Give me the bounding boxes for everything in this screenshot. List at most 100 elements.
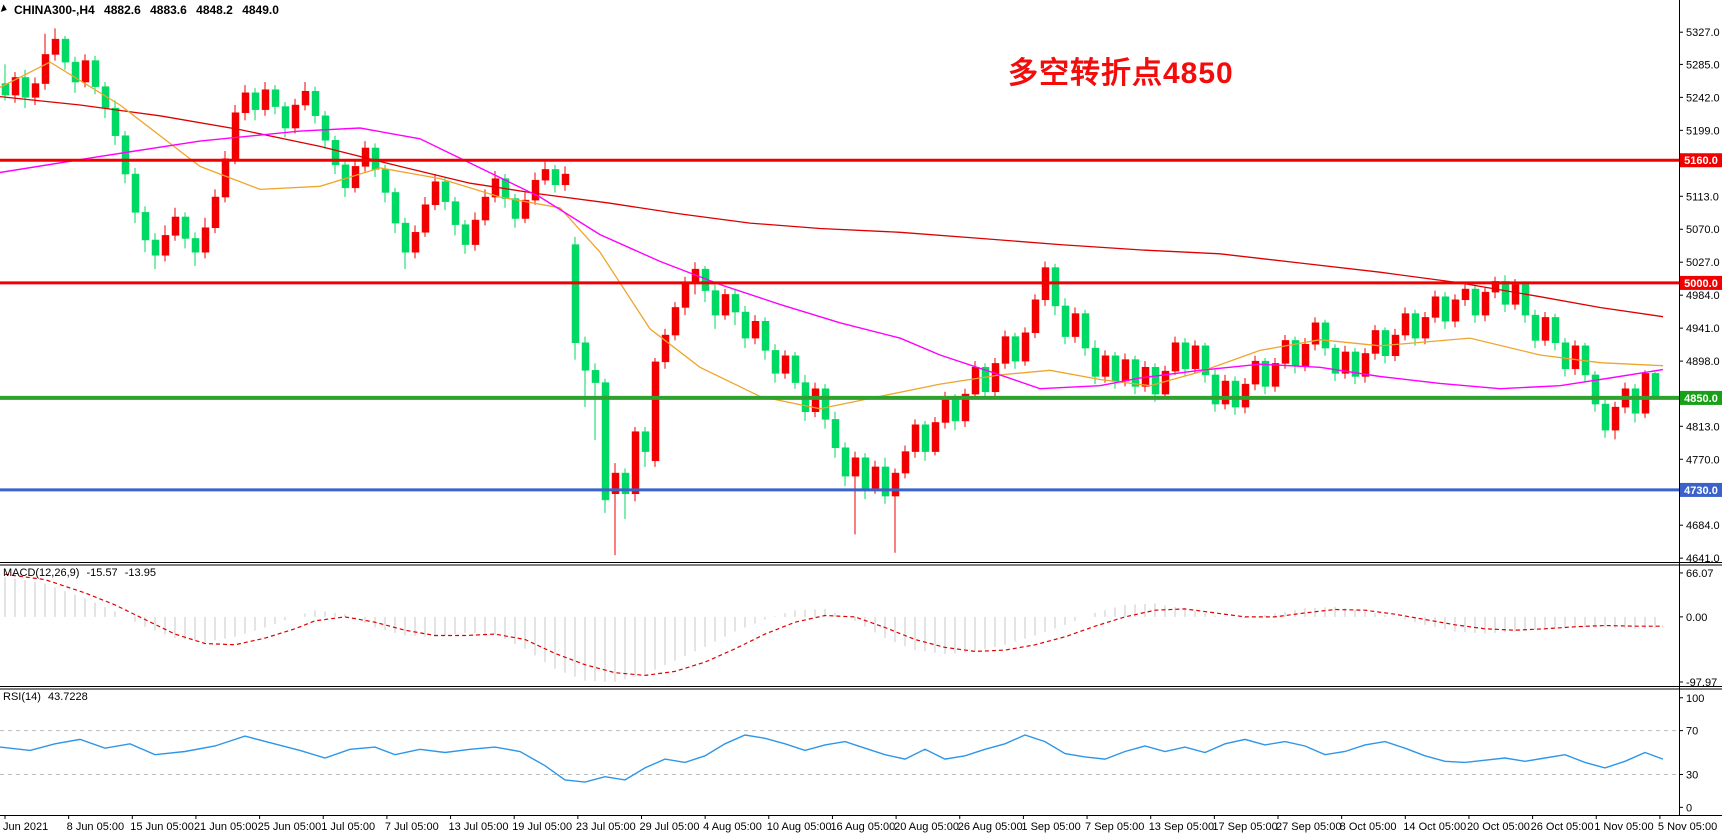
candle-down bbox=[1331, 347, 1340, 374]
candle-up bbox=[901, 451, 910, 474]
candle-up bbox=[1571, 345, 1580, 370]
y-axis-tick-label: 5242.0 bbox=[1686, 92, 1720, 104]
candle-up bbox=[1121, 359, 1130, 382]
x-axis-label: 1 Sep 05:00 bbox=[1021, 821, 1080, 833]
candle-up bbox=[1431, 296, 1440, 318]
y-axis-tick-label: 4898.0 bbox=[1686, 356, 1720, 368]
candle-down bbox=[1081, 313, 1090, 349]
x-axis-label: 14 Oct 05:00 bbox=[1403, 821, 1466, 833]
y-axis-tick-label: 0.00 bbox=[1686, 612, 1707, 624]
candle-down bbox=[1181, 342, 1190, 370]
candle-up bbox=[1341, 351, 1350, 374]
candle-up bbox=[261, 89, 270, 110]
x-axis-label: 5 Nov 05:00 bbox=[1658, 821, 1717, 833]
candle-up bbox=[1371, 330, 1380, 354]
candle-up bbox=[291, 104, 300, 129]
candle-down bbox=[951, 397, 960, 422]
candle-down bbox=[111, 107, 120, 136]
candle-down bbox=[441, 181, 450, 202]
candle-up bbox=[1171, 342, 1180, 372]
rsi-indicator-label: RSI(14) 43.7228 bbox=[3, 691, 92, 703]
ohlc-close: 4849.0 bbox=[242, 3, 279, 17]
candle-down bbox=[771, 350, 780, 374]
ohlc-high: 4883.6 bbox=[150, 3, 187, 17]
macd-signal-value: -13.95 bbox=[124, 567, 156, 579]
candle-up bbox=[161, 235, 170, 256]
x-axis-label: 26 Oct 05:00 bbox=[1531, 821, 1594, 833]
candle-down bbox=[1201, 345, 1210, 376]
candle-up bbox=[651, 361, 660, 462]
candle-down bbox=[981, 367, 990, 393]
candle-down bbox=[711, 290, 720, 316]
candle-up bbox=[851, 457, 860, 477]
price-line-label-chip[interactable] bbox=[1680, 275, 1722, 290]
candle-up bbox=[1541, 317, 1550, 341]
y-axis-tick-label: 4941.0 bbox=[1686, 323, 1720, 335]
candle-up bbox=[661, 334, 670, 363]
y-axis-tick-label: 5027.0 bbox=[1686, 257, 1720, 269]
price-line-label-chip[interactable] bbox=[1680, 153, 1722, 168]
candle-up bbox=[221, 158, 230, 198]
candle-down bbox=[571, 244, 580, 343]
candle-up bbox=[1421, 317, 1430, 339]
candle-up bbox=[781, 355, 790, 374]
candle-up bbox=[721, 294, 730, 316]
candle-up bbox=[431, 181, 440, 205]
candle-down bbox=[141, 212, 150, 241]
candle-up bbox=[531, 179, 540, 201]
candle-up bbox=[611, 472, 620, 495]
x-axis-label: 8 Oct 05:00 bbox=[1340, 821, 1397, 833]
rsi-value: 43.7228 bbox=[47, 691, 88, 703]
candle-down bbox=[821, 388, 830, 420]
candle-up bbox=[931, 422, 940, 452]
y-axis-tick-label: 4641.0 bbox=[1686, 553, 1720, 565]
candle-up bbox=[1451, 299, 1460, 322]
macd-main-value: -15.57 bbox=[86, 567, 118, 579]
candle-up bbox=[911, 424, 920, 452]
candle-up bbox=[1361, 353, 1370, 377]
candle-up bbox=[51, 38, 60, 55]
candle-up bbox=[1511, 284, 1520, 305]
candle-up bbox=[1281, 340, 1290, 364]
candle-up bbox=[211, 196, 220, 228]
candle-down bbox=[1, 83, 10, 96]
candle-up bbox=[541, 169, 550, 181]
y-axis-tick-label: 30 bbox=[1686, 769, 1698, 781]
y-axis-tick-label: 0 bbox=[1686, 802, 1692, 814]
candle-up bbox=[971, 367, 980, 395]
candle-down bbox=[1091, 347, 1100, 377]
candle-down bbox=[271, 89, 280, 107]
candle-down bbox=[791, 355, 800, 383]
candle-up bbox=[471, 219, 480, 245]
x-axis-label: 20 Oct 05:00 bbox=[1467, 821, 1530, 833]
chart-text-annotation[interactable]: 多空转折点4850 bbox=[1008, 57, 1234, 90]
candle-down bbox=[1351, 351, 1360, 377]
candle-up bbox=[11, 77, 20, 96]
candle-down bbox=[21, 77, 30, 98]
candle-up bbox=[31, 83, 40, 98]
x-axis-label: Jun 2021 bbox=[3, 821, 48, 833]
x-axis-label: 10 Aug 05:00 bbox=[767, 821, 832, 833]
y-axis-tick-label: 66.07 bbox=[1686, 568, 1714, 580]
candle-down bbox=[1471, 288, 1480, 316]
x-axis-label: 19 Jul 05:00 bbox=[512, 821, 572, 833]
candle-down bbox=[761, 321, 770, 351]
candle-up bbox=[891, 472, 900, 497]
candle-down bbox=[1651, 373, 1660, 399]
price-line-label: 4850.0 bbox=[1684, 393, 1718, 405]
candle-up bbox=[1491, 281, 1500, 293]
candle-up bbox=[751, 321, 760, 339]
price-line-label: 4730.0 bbox=[1684, 485, 1718, 497]
ma-slow-red bbox=[0, 95, 1664, 318]
price-line-label-chip[interactable] bbox=[1680, 482, 1722, 497]
x-axis-label: 13 Sep 05:00 bbox=[1149, 821, 1214, 833]
x-axis-label: 23 Jul 05:00 bbox=[576, 821, 636, 833]
candle-down bbox=[61, 38, 70, 63]
candle-up bbox=[1221, 380, 1230, 405]
price-line-label-chip[interactable] bbox=[1680, 390, 1722, 405]
candle-down bbox=[621, 472, 630, 495]
x-axis-label: 25 Jun 05:00 bbox=[258, 821, 322, 833]
candle-up bbox=[1191, 345, 1200, 370]
candle-down bbox=[581, 342, 590, 371]
